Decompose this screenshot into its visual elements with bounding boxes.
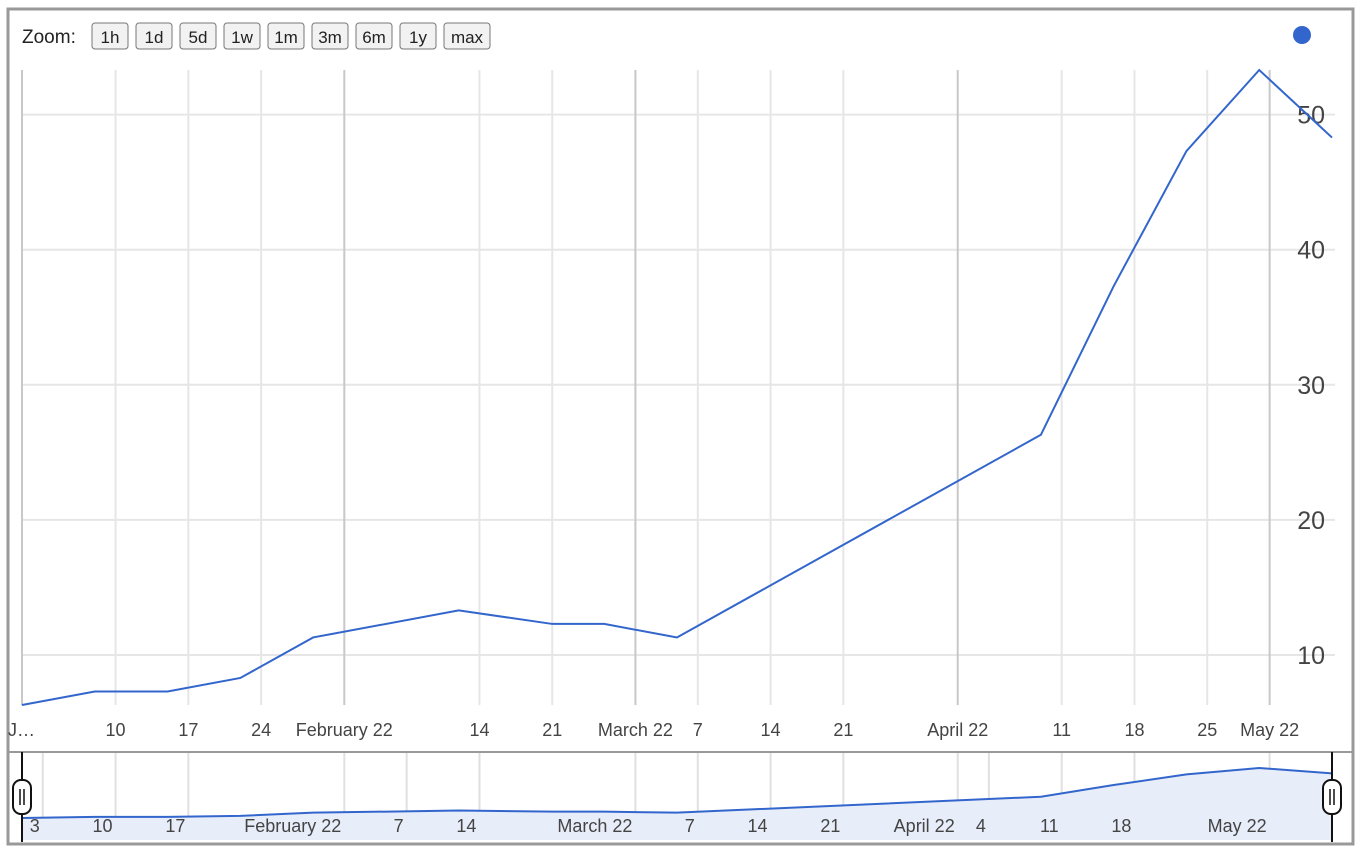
navigator-area [22,768,1332,840]
zoom-button-label[interactable]: 1y [409,28,427,47]
zoom-button[interactable] [443,22,491,50]
navigator-tick-label: 11 [1040,816,1059,836]
y-tick-label: 10 [1297,642,1325,670]
zoom-button-label[interactable]: 1m [274,28,298,47]
y-tick-label: 20 [1297,507,1325,535]
frame [6,7,1355,846]
zoom-button[interactable] [267,22,305,50]
navigator-tick-label: May 22 [1208,816,1267,836]
navigator-handle[interactable] [12,779,32,815]
x-tick-label: 14 [761,720,781,740]
navigator-tick-label: 10 [93,816,113,836]
x-tick-label: 11 [1052,720,1071,740]
navigator-tick-label: 18 [1111,816,1131,836]
navigator-tick-label: 7 [394,816,404,836]
zoom-button[interactable] [399,22,437,50]
zoom-button-label[interactable]: 1h [101,28,120,47]
navigator-tick-label: February 22 [244,816,341,836]
x-tick-label: 21 [833,720,853,740]
zoom-button[interactable] [91,22,129,50]
x-tick-label: February 22 [296,720,393,740]
navigator-tick-label: 3 [30,816,40,836]
x-tick-label: 7 [693,720,703,740]
navigator-tick-label: March 22 [557,816,632,836]
x-tick-label: 18 [1124,720,1144,740]
legend-dot [1293,26,1311,44]
zoom-button-label[interactable]: 1d [145,28,164,47]
x-tick-label: 17 [178,720,198,740]
zoom-button-label[interactable]: max [451,28,484,47]
zoom-button-label[interactable]: 5d [189,28,208,47]
navigator-tick-label: April 22 [894,816,955,836]
navigator-tick-label: 17 [165,816,185,836]
zoom-button[interactable] [135,22,173,50]
x-tick-label: 24 [251,720,271,740]
zoom-button[interactable] [355,22,393,50]
x-tick-label: 21 [542,720,562,740]
zoom-button[interactable] [311,22,349,50]
x-tick-label: March 22 [598,720,673,740]
navigator-tick-label: 14 [456,816,476,836]
x-tick-label: J… [8,720,35,740]
zoom-button-label[interactable]: 3m [318,28,342,47]
x-tick-label: April 22 [927,720,988,740]
navigator-tick-label: 21 [820,816,840,836]
x-tick-label: 25 [1197,720,1217,740]
y-tick-label: 30 [1297,372,1325,400]
zoom-button-label[interactable]: 1w [231,28,253,47]
x-tick-label: 10 [106,720,126,740]
y-tick-label: 50 [1297,102,1325,130]
zoom-button-label[interactable]: 6m [362,28,386,47]
x-tick-label: 14 [469,720,489,740]
zoom-button[interactable] [223,22,261,50]
navigator-tick-label: 4 [976,816,986,836]
navigator-tick-label: 14 [748,816,768,836]
zoom-label: Zoom: [22,27,76,48]
x-tick-label: May 22 [1240,720,1299,740]
y-tick-label: 40 [1297,237,1325,265]
navigator-line [21,766,1333,819]
zoom-button[interactable] [179,22,217,50]
navigator-handle[interactable] [1322,779,1342,815]
navigator-tick-label: 7 [685,816,695,836]
series-line [21,68,1333,706]
